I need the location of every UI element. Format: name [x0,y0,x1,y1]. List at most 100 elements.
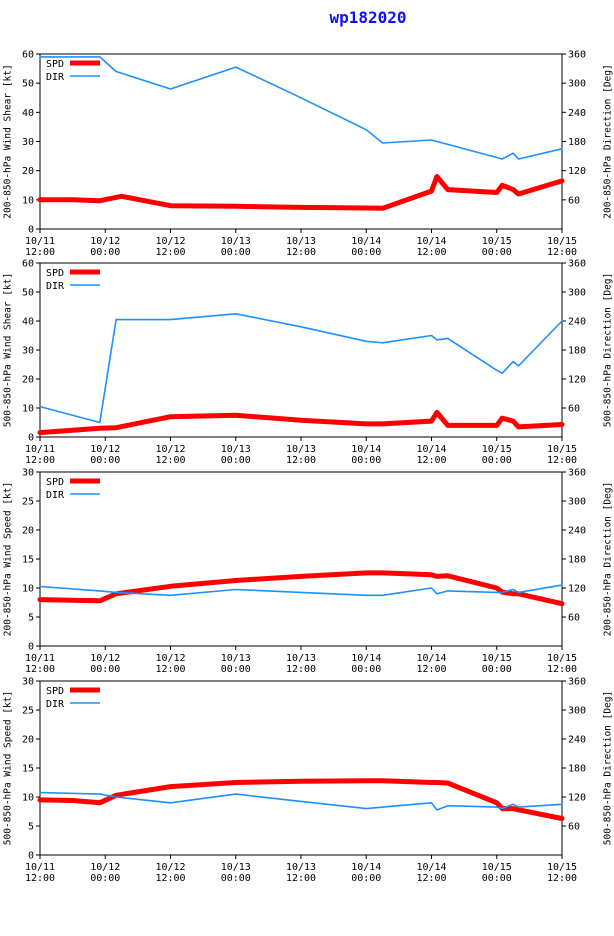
y2-tick-label: 120 [568,375,586,386]
y2-tick-label: 240 [568,526,586,537]
x-tick-label-time: 12:00 [547,247,577,258]
y2-tick-label: 240 [568,735,586,746]
spd-series-line [37,778,565,821]
x-tick-label-date: 10/15 [547,653,577,664]
y2-tick-label: 120 [568,166,586,177]
x-tick-label-date: 10/13 [286,236,316,247]
y2-tick-label: 240 [568,317,586,328]
x-tick-label-time: 00:00 [221,455,251,466]
y-tick-label: 15 [22,764,34,775]
x-tick-label-date: 10/11 [25,862,55,873]
y-tick-label: 0 [28,225,34,236]
x-tick-label-time: 00:00 [482,664,512,675]
spd-series-line [37,174,565,211]
legend-label-dir: DIR [46,72,65,83]
dir-series-line [39,584,563,597]
y2-tick-label: 360 [568,468,586,479]
x-tick-label-date: 10/15 [547,862,577,873]
x-tick-label-date: 10/14 [416,444,446,455]
x-tick-label-time: 00:00 [221,664,251,675]
chart-panel-4 [36,680,566,859]
y-tick-label: 40 [22,317,34,328]
x-tick-label-time: 00:00 [90,455,120,466]
x-tick-label-time: 12:00 [416,247,446,258]
y-tick-label: 0 [28,642,34,653]
y-tick-label: 40 [22,108,34,119]
y-tick-label: 15 [22,555,34,566]
chart-panel-1 [36,53,566,233]
y-tick-label: 20 [22,735,34,746]
y-tick-label: 20 [22,526,34,537]
y2-tick-label: 60 [568,613,580,624]
y-tick-label: 30 [22,677,34,688]
plot-frame [39,680,563,856]
x-tick-label-time: 12:00 [416,455,446,466]
y-tick-label: 10 [22,584,34,595]
x-tick-label-time: 00:00 [221,873,251,884]
y2-tick-label: 360 [568,259,586,270]
y2-tick-label: 180 [568,555,586,566]
legend-label-spd: SPD [46,268,64,279]
x-tick-label-time: 00:00 [221,247,251,258]
x-tick-label-date: 10/12 [155,862,185,873]
y2-tick-label: 60 [568,195,580,206]
x-tick-label-date: 10/15 [482,444,512,455]
y2-axis-title: 200-850-hPa Direction [Deg] [603,64,614,218]
y2-tick-label: 120 [568,584,586,595]
x-tick-label-time: 00:00 [482,873,512,884]
x-tick-label-time: 12:00 [25,873,55,884]
x-tick-label-date: 10/14 [416,862,446,873]
y-tick-label: 30 [22,468,34,479]
x-tick-label-time: 12:00 [286,664,316,675]
y2-tick-label: 240 [568,108,586,119]
y-axis-title: 200-850-hPa Wind Speed [kt] [3,482,14,636]
dir-series-line [39,56,563,160]
plot-frame [39,262,563,438]
x-tick-label-date: 10/13 [221,653,251,664]
y2-tick-label: 180 [568,137,586,148]
y-tick-label: 50 [22,79,34,90]
chart-panel-3 [36,471,566,650]
x-tick-label-date: 10/12 [155,653,185,664]
x-tick-label-date: 10/15 [547,236,577,247]
x-tick-label-time: 00:00 [351,455,381,466]
y-tick-label: 5 [28,613,34,624]
x-tick-label-date: 10/12 [90,862,120,873]
y-tick-label: 25 [22,497,34,508]
x-tick-label-date: 10/11 [25,653,55,664]
x-tick-label-time: 12:00 [286,873,316,884]
x-tick-label-date: 10/13 [286,444,316,455]
legend-label-spd: SPD [46,59,64,70]
x-tick-label-time: 00:00 [90,873,120,884]
y-tick-label: 10 [22,404,34,415]
chart-title: wp182020 [329,8,407,27]
chart-panel-2 [36,262,566,441]
x-tick-label-date: 10/12 [90,444,120,455]
x-tick-label-date: 10/11 [25,236,55,247]
legend-label-spd: SPD [46,477,64,488]
x-tick-label-date: 10/14 [351,653,381,664]
x-tick-label-date: 10/13 [286,653,316,664]
y-tick-label: 30 [22,346,34,357]
y2-tick-label: 300 [568,288,586,299]
y2-tick-label: 180 [568,764,586,775]
x-tick-label-date: 10/13 [221,236,251,247]
legend-label-dir: DIR [46,490,65,501]
x-tick-label-time: 12:00 [547,664,577,675]
y-tick-label: 5 [28,822,34,833]
x-tick-label-date: 10/15 [547,444,577,455]
x-tick-label-time: 12:00 [25,664,55,675]
y-tick-label: 0 [28,433,34,444]
plot-frame [39,471,563,647]
x-tick-label-time: 00:00 [351,247,381,258]
x-tick-label-date: 10/12 [155,444,185,455]
x-tick-label-date: 10/12 [155,236,185,247]
spd-series-line [37,570,565,607]
y2-tick-label: 60 [568,822,580,833]
y2-tick-label: 300 [568,706,586,717]
y-tick-label: 60 [22,50,34,61]
y2-tick-label: 120 [568,793,586,804]
x-tick-label-date: 10/14 [351,236,381,247]
y-tick-label: 20 [22,375,34,386]
